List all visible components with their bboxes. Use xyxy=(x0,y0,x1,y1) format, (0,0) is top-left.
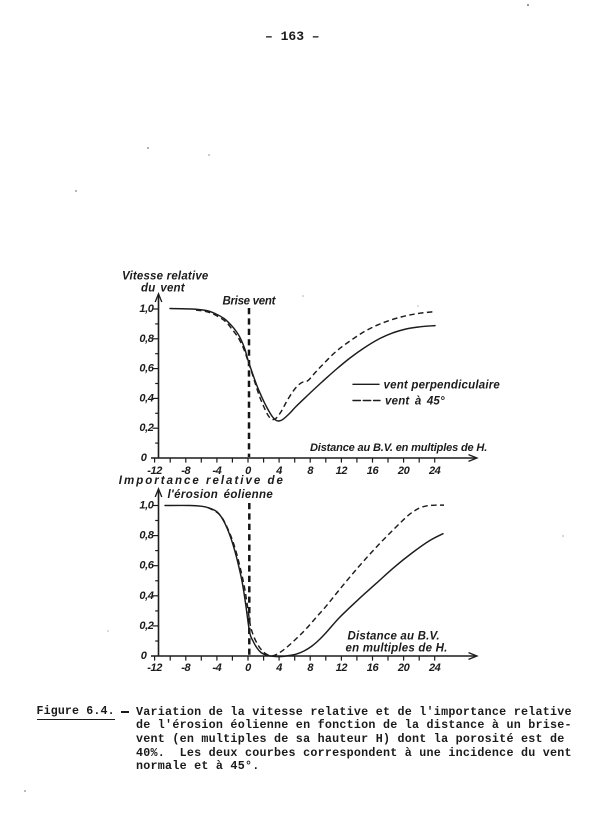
svg-text:24: 24 xyxy=(428,662,441,674)
svg-text:0,4: 0,4 xyxy=(139,590,153,602)
svg-text:-12: -12 xyxy=(147,662,162,674)
svg-text:0,6: 0,6 xyxy=(139,560,154,572)
svg-text:20: 20 xyxy=(397,662,411,674)
svg-text:Vitesse relative: Vitesse relative xyxy=(122,271,209,283)
svg-text:20: 20 xyxy=(397,465,411,477)
svg-text:8: 8 xyxy=(307,465,314,477)
svg-text:vent perpendiculaire: vent perpendiculaire xyxy=(384,379,501,391)
svg-text:0,2: 0,2 xyxy=(139,422,153,434)
svg-text:Brise vent: Brise vent xyxy=(223,296,277,308)
svg-text:16: 16 xyxy=(367,465,380,477)
svg-text:12: 12 xyxy=(336,662,348,674)
svg-text:0,4: 0,4 xyxy=(139,392,153,404)
svg-text:12: 12 xyxy=(336,465,348,477)
svg-text:Distance au B.V.: Distance au B.V. xyxy=(348,631,440,643)
svg-text:0: 0 xyxy=(245,662,252,674)
svg-text:-4: -4 xyxy=(212,662,221,674)
svg-text:Distance au B.V. en multiples: Distance au B.V. en multiples de H. xyxy=(310,442,487,454)
svg-text:0,6: 0,6 xyxy=(139,363,154,375)
svg-text:0: 0 xyxy=(141,650,148,662)
svg-text:vent à 45°: vent à 45° xyxy=(385,395,445,407)
svg-text:-12: -12 xyxy=(147,465,162,477)
svg-text:24: 24 xyxy=(428,465,441,477)
svg-text:-8: -8 xyxy=(181,662,191,674)
svg-text:-8: -8 xyxy=(181,465,191,477)
svg-text:1,0: 1,0 xyxy=(139,500,154,512)
svg-text:l'érosion éolienne: l'érosion éolienne xyxy=(168,489,274,501)
svg-text:0: 0 xyxy=(245,465,252,477)
svg-text:4: 4 xyxy=(275,465,282,477)
svg-text:-4: -4 xyxy=(212,465,221,477)
svg-text:0,8: 0,8 xyxy=(139,530,154,542)
svg-text:0: 0 xyxy=(141,452,148,464)
svg-text:4: 4 xyxy=(275,662,282,674)
svg-text:1,0: 1,0 xyxy=(139,303,154,315)
svg-text:8: 8 xyxy=(307,662,314,674)
svg-text:0,2: 0,2 xyxy=(139,620,153,632)
svg-text:du vent: du vent xyxy=(141,283,186,295)
svg-text:Importance relative de: Importance relative de xyxy=(119,475,285,487)
svg-text:en multiples de H.: en multiples de H. xyxy=(346,642,448,654)
svg-text:0,8: 0,8 xyxy=(139,333,154,345)
svg-text:16: 16 xyxy=(367,662,380,674)
